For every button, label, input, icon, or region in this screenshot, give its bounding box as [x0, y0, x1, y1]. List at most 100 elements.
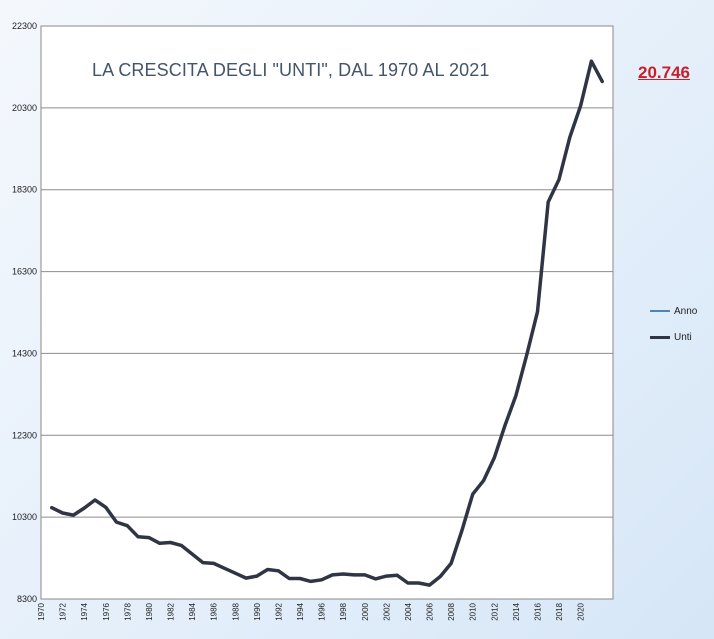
y-tick-label: 18300: [12, 185, 37, 195]
data-point: [266, 568, 270, 572]
data-point: [82, 506, 86, 510]
gridlines: [41, 107, 613, 518]
legend-label-unti: Unti: [674, 331, 692, 343]
data-point: [471, 492, 475, 496]
data-point: [406, 581, 410, 585]
x-tick-label: 2002: [382, 602, 391, 620]
data-point: [514, 394, 518, 398]
x-tick-label: 1972: [59, 602, 68, 620]
x-tick-label: 2004: [404, 602, 413, 620]
data-point: [287, 577, 291, 581]
data-point: [589, 59, 593, 63]
x-tick-label: 1978: [123, 602, 132, 620]
y-tick-label: 14300: [12, 348, 37, 358]
x-tick-label: 1970: [37, 602, 46, 620]
y-tick-label: 16300: [12, 267, 37, 277]
data-point: [93, 498, 97, 502]
data-point: [125, 524, 129, 528]
data-point: [244, 576, 248, 580]
data-point: [481, 479, 485, 483]
data-point: [341, 572, 345, 576]
x-tick-label: 2012: [490, 602, 499, 620]
chart-title: LA CRESCITA DEGLI "UNTI", DAL 1970 AL 20…: [92, 60, 490, 80]
data-point: [568, 135, 572, 139]
data-point: [147, 536, 151, 540]
x-tick-label: 1988: [231, 602, 240, 620]
data-point: [600, 79, 604, 83]
y-tick-label: 10300: [12, 512, 37, 522]
y-tick-label: 22300: [12, 21, 37, 31]
data-point: [115, 520, 119, 524]
data-point: [136, 535, 140, 539]
y-tick-label: 20300: [12, 103, 37, 113]
data-point: [449, 561, 453, 565]
data-point: [557, 177, 561, 181]
data-point: [50, 506, 54, 510]
series-line-unti: [50, 59, 604, 587]
x-tick-label: 1976: [102, 602, 111, 620]
x-tick-label: 2016: [533, 602, 542, 620]
x-tick-label: 1982: [167, 602, 176, 620]
latest-value-callout: 20.746: [638, 63, 690, 82]
data-point: [169, 541, 173, 545]
data-point: [352, 573, 356, 577]
legend-swatch-unti: [650, 335, 670, 339]
data-point: [460, 529, 464, 533]
x-tick-label: 1990: [253, 602, 262, 620]
x-tick-label: 2008: [447, 602, 456, 620]
data-point: [417, 581, 421, 585]
x-tick-label: 1996: [318, 602, 327, 620]
x-tick-label: 1984: [188, 602, 197, 620]
data-point: [492, 456, 496, 460]
x-axis-ticks: 1970 1972 1974 1976 1978 1980 1982 1984 1986 1988…: [37, 602, 586, 620]
data-point: [222, 566, 226, 570]
data-point: [309, 579, 313, 583]
x-tick-label: 2010: [469, 602, 478, 620]
data-point: [201, 561, 205, 565]
y-tick-label: 8300: [17, 594, 37, 604]
data-point: [384, 574, 388, 578]
data-point: [535, 310, 539, 314]
data-point: [190, 552, 194, 556]
data-point: [503, 423, 507, 427]
data-point: [255, 574, 259, 578]
data-point: [395, 573, 399, 577]
data-point: [158, 541, 162, 545]
data-point: [212, 561, 216, 565]
data-point: [298, 577, 302, 581]
legend-item-unti: Unti: [650, 330, 697, 344]
data-point: [363, 573, 367, 577]
x-tick-label: 1998: [339, 602, 348, 620]
x-tick-label: 1980: [145, 602, 154, 620]
x-tick-label: 1974: [80, 602, 89, 620]
x-tick-label: 2020: [577, 602, 586, 620]
data-point: [276, 569, 280, 573]
data-point: [374, 577, 378, 581]
legend: Anno Unti: [650, 304, 697, 356]
data-point: [438, 574, 442, 578]
legend-item-anno: Anno: [650, 304, 697, 318]
y-axis-ticks: 8300 10300 12300 14300 16300 18300 20300 22300: [12, 21, 37, 604]
legend-swatch-anno: [650, 310, 670, 312]
data-point: [579, 104, 583, 108]
x-tick-label: 2000: [361, 602, 370, 620]
data-point: [330, 573, 334, 577]
data-point: [525, 353, 529, 357]
legend-label-anno: Anno: [674, 305, 698, 317]
data-point: [71, 513, 75, 517]
plot-area: [40, 25, 614, 600]
data-point: [320, 578, 324, 582]
x-tick-label: 2014: [512, 602, 521, 620]
series-group: [50, 59, 604, 587]
data-point: [546, 200, 550, 204]
data-point: [179, 543, 183, 547]
x-tick-label: 2018: [555, 602, 564, 620]
y-tick-label: 12300: [12, 430, 37, 440]
data-point: [233, 571, 237, 575]
data-point: [61, 511, 65, 515]
data-point: [428, 583, 432, 587]
x-tick-label: 1986: [210, 602, 219, 620]
x-tick-label: 2006: [426, 602, 435, 620]
x-tick-label: 1994: [296, 602, 305, 620]
